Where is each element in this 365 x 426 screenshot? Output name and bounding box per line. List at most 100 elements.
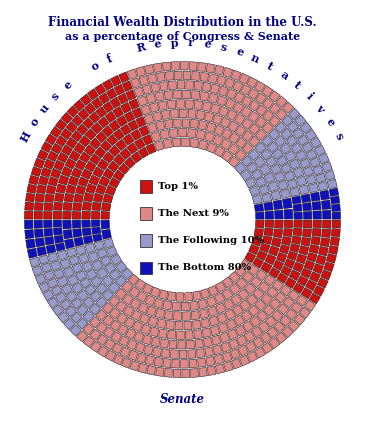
Polygon shape	[257, 311, 268, 322]
Polygon shape	[38, 176, 49, 186]
Polygon shape	[300, 158, 310, 169]
Polygon shape	[322, 200, 331, 210]
Polygon shape	[39, 255, 49, 265]
Polygon shape	[300, 122, 312, 133]
Polygon shape	[61, 145, 73, 155]
Polygon shape	[206, 357, 215, 366]
Polygon shape	[147, 366, 156, 375]
Text: i: i	[304, 91, 315, 102]
Polygon shape	[248, 88, 259, 99]
Polygon shape	[81, 169, 92, 179]
Polygon shape	[67, 106, 78, 117]
Polygon shape	[130, 361, 139, 371]
Polygon shape	[123, 305, 134, 317]
Polygon shape	[284, 259, 295, 268]
Polygon shape	[195, 339, 204, 348]
Polygon shape	[283, 297, 295, 308]
Polygon shape	[296, 150, 307, 161]
Polygon shape	[85, 129, 96, 140]
Polygon shape	[72, 263, 83, 273]
Polygon shape	[274, 321, 285, 332]
Polygon shape	[146, 144, 156, 154]
Polygon shape	[240, 170, 252, 181]
Polygon shape	[74, 194, 84, 203]
Polygon shape	[167, 100, 176, 109]
Polygon shape	[234, 113, 245, 125]
Polygon shape	[262, 98, 274, 109]
Polygon shape	[111, 75, 121, 86]
Polygon shape	[240, 299, 251, 311]
Polygon shape	[285, 150, 296, 162]
Polygon shape	[61, 167, 72, 177]
Polygon shape	[104, 238, 114, 248]
Polygon shape	[251, 169, 262, 180]
Polygon shape	[206, 63, 215, 73]
Polygon shape	[233, 305, 243, 316]
Polygon shape	[287, 179, 298, 189]
Polygon shape	[200, 72, 209, 82]
Polygon shape	[83, 297, 95, 308]
Polygon shape	[90, 341, 101, 352]
Polygon shape	[35, 274, 46, 285]
Polygon shape	[168, 81, 176, 90]
Polygon shape	[92, 260, 103, 271]
Polygon shape	[265, 254, 276, 265]
Polygon shape	[45, 194, 54, 202]
Polygon shape	[55, 243, 65, 251]
Polygon shape	[217, 313, 227, 323]
Polygon shape	[83, 324, 94, 335]
Polygon shape	[326, 253, 337, 263]
Polygon shape	[234, 92, 245, 103]
Polygon shape	[34, 202, 43, 210]
Polygon shape	[315, 145, 326, 156]
Polygon shape	[221, 342, 231, 352]
Polygon shape	[172, 302, 180, 311]
Polygon shape	[291, 143, 302, 153]
Polygon shape	[267, 141, 278, 153]
Polygon shape	[306, 150, 317, 160]
Polygon shape	[76, 271, 87, 281]
Polygon shape	[162, 62, 171, 71]
Polygon shape	[296, 295, 308, 306]
Polygon shape	[217, 95, 227, 106]
Polygon shape	[94, 241, 104, 250]
Polygon shape	[202, 102, 212, 112]
Polygon shape	[179, 109, 187, 118]
Polygon shape	[281, 128, 292, 140]
Polygon shape	[96, 283, 108, 294]
Polygon shape	[128, 120, 138, 131]
Polygon shape	[71, 312, 82, 323]
Polygon shape	[199, 120, 208, 130]
Polygon shape	[87, 89, 99, 100]
Polygon shape	[275, 292, 287, 303]
Polygon shape	[235, 125, 246, 136]
Polygon shape	[248, 305, 260, 317]
Polygon shape	[155, 367, 164, 377]
Polygon shape	[89, 154, 101, 165]
Polygon shape	[293, 128, 304, 139]
Polygon shape	[322, 229, 331, 238]
Polygon shape	[301, 288, 312, 299]
Polygon shape	[185, 331, 193, 340]
Polygon shape	[93, 234, 102, 242]
Polygon shape	[281, 163, 292, 173]
Polygon shape	[155, 308, 165, 319]
Polygon shape	[35, 238, 45, 247]
Polygon shape	[296, 254, 307, 264]
Polygon shape	[179, 350, 187, 359]
Polygon shape	[248, 149, 260, 161]
Polygon shape	[139, 75, 149, 86]
Polygon shape	[215, 293, 225, 304]
Polygon shape	[229, 339, 239, 349]
Polygon shape	[120, 124, 131, 135]
Polygon shape	[231, 358, 242, 369]
Polygon shape	[102, 289, 114, 301]
Polygon shape	[311, 236, 320, 245]
Polygon shape	[238, 289, 249, 300]
Polygon shape	[216, 303, 226, 314]
Polygon shape	[96, 309, 107, 321]
Polygon shape	[180, 61, 188, 70]
Polygon shape	[184, 321, 192, 330]
Polygon shape	[262, 236, 272, 245]
Text: e: e	[324, 116, 337, 128]
